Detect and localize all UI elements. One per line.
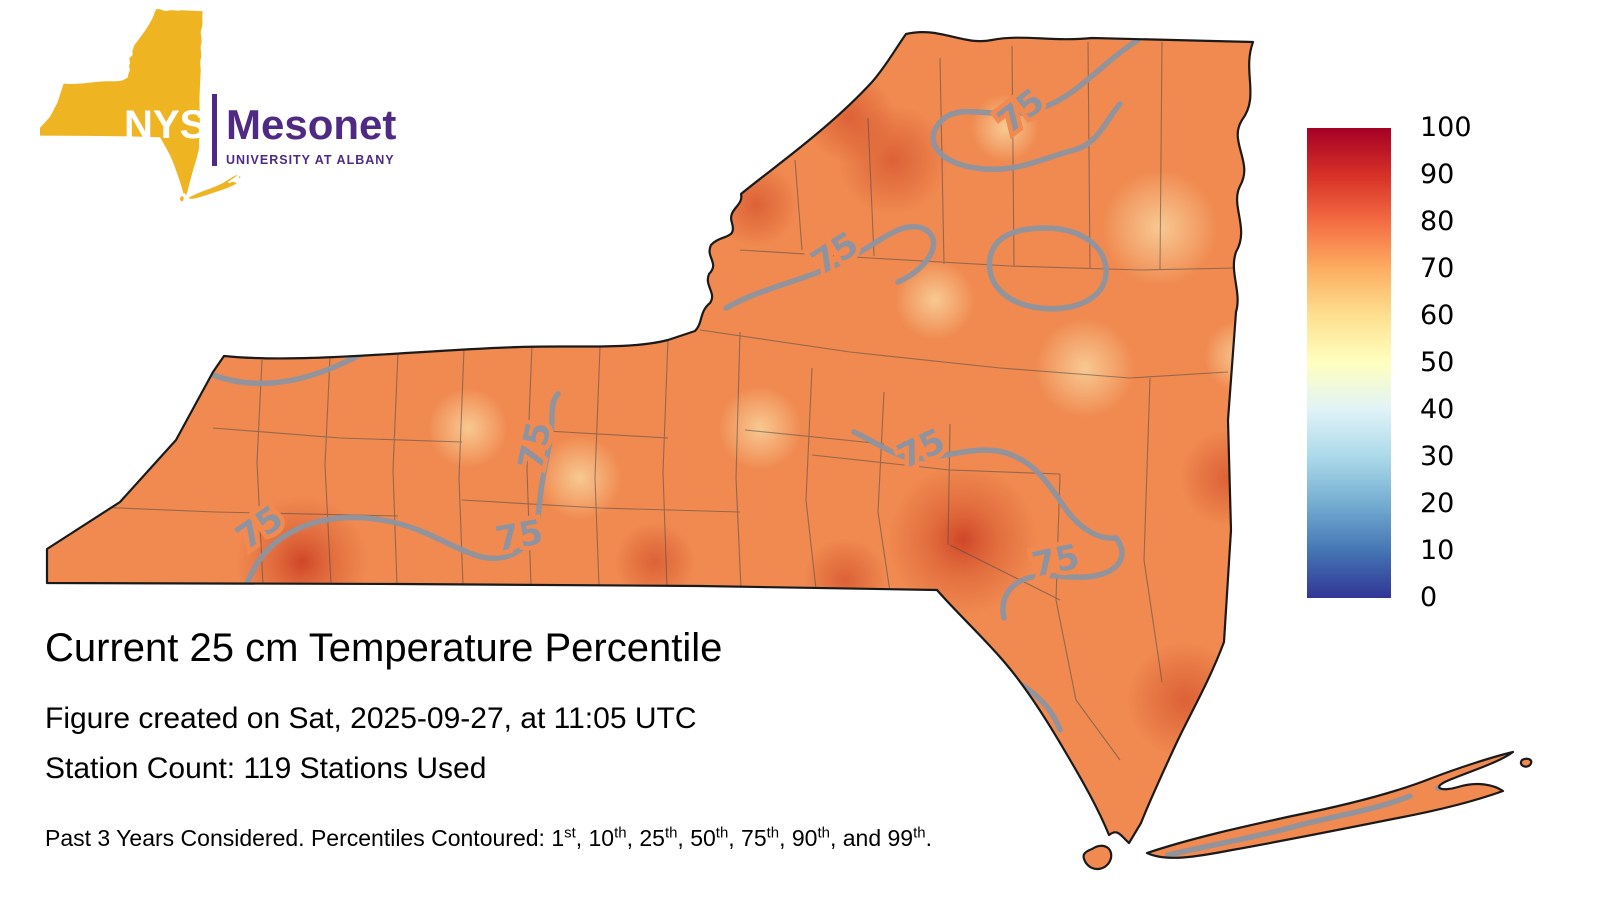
- colorbar-tick-label: 50: [1420, 347, 1455, 378]
- station-count-caption: Station Count: 119 Stations Used: [45, 752, 487, 785]
- contour-line: [1000, 535, 1125, 621]
- logo-mesonet-text: Mesonet: [226, 101, 396, 148]
- cool-spot: [718, 386, 802, 470]
- colorbar-gradient: [1307, 128, 1391, 598]
- created-timestamp-caption: Figure created on Sat, 2025-09-27, at 11…: [45, 702, 697, 735]
- colorbar-tick-label: 80: [1420, 206, 1455, 237]
- logo-nys-text: NYS: [124, 103, 206, 147]
- warm-spot: [888, 465, 1038, 615]
- cool-spot: [428, 388, 508, 468]
- colorbar-tick-label: 30: [1420, 441, 1455, 472]
- warm-spot: [714, 163, 798, 247]
- colorbar-tick-label: 60: [1420, 300, 1455, 331]
- logo-subtitle-text: UNIVERSITY AT ALBANY: [226, 153, 395, 167]
- contour-line: [930, 37, 1141, 173]
- warm-spot: [805, 73, 895, 163]
- colorbar-tick-label: 90: [1420, 159, 1455, 190]
- cool-spot: [895, 260, 975, 340]
- cool-spot: [1204, 320, 1276, 392]
- contour-line: [240, 391, 561, 597]
- warm-spot: [803, 538, 887, 622]
- warm-spot: [1127, 642, 1243, 758]
- figure-title: Current 25 cm Temperature Percentile: [45, 626, 723, 670]
- footnote-caption: Past 3 Years Considered. Percentiles Con…: [45, 824, 932, 852]
- contour-line: [723, 223, 937, 311]
- logo-divider: [212, 94, 217, 166]
- contour-label: 75: [492, 512, 546, 560]
- nys-mesonet-logo: NYS Mesonet UNIVERSITY AT ALBANY: [40, 8, 396, 202]
- colorbar-tick-label: 40: [1420, 394, 1455, 425]
- county-boundaries: [47, 41, 1237, 761]
- colorbar-tick-label: 100: [1420, 112, 1472, 143]
- contour-line: [207, 350, 367, 387]
- footnote-text: Past 3 Years Considered. Percentiles Con…: [45, 824, 932, 851]
- contour-line: [851, 429, 1119, 541]
- contour-line: [986, 225, 1109, 312]
- colorbar-tick-label: 10: [1420, 535, 1455, 566]
- colorbar-tick-label: 70: [1420, 253, 1455, 284]
- colorbar-tick-label: 0: [1420, 582, 1438, 613]
- cool-spot: [538, 436, 622, 520]
- cool-spot: [1035, 318, 1135, 418]
- warm-spot: [615, 522, 695, 602]
- contour-line: [1165, 793, 1413, 858]
- colorbar-tick-label: 20: [1420, 488, 1455, 519]
- colorbar-tick-labels: 100 90 80 70 60 50 40 30 20 10 0: [1420, 113, 1500, 613]
